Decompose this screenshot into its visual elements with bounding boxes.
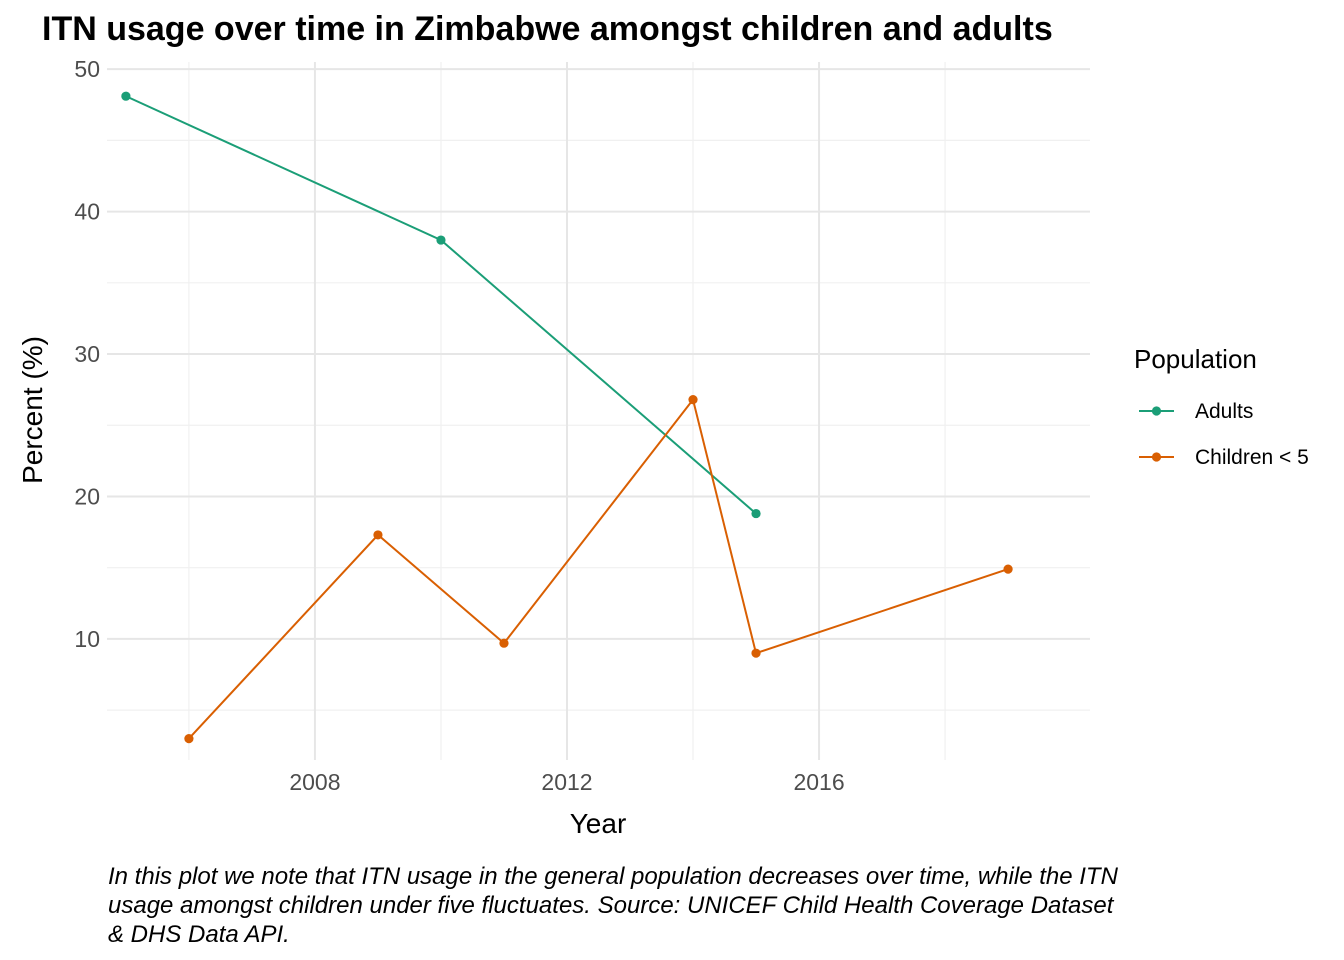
x-tick-label: 2016 — [793, 769, 844, 795]
y-tick-label: 30 — [74, 341, 100, 367]
y-tick-label: 20 — [74, 483, 100, 509]
data-point-adults — [121, 91, 131, 101]
legend-title: Population — [1134, 344, 1257, 374]
y-axis-title: Percent (%) — [17, 336, 48, 484]
data-point-adults — [436, 235, 446, 245]
chart-title: ITN usage over time in Zimbabwe amongst … — [42, 10, 1053, 48]
data-point-children-5 — [499, 638, 509, 648]
data-point-children-5 — [184, 734, 194, 744]
tick-labels: 10 20 30 40 50 2008 2012 2016 — [74, 56, 844, 795]
series-layer — [121, 91, 1013, 744]
legend-label-adults: Adults — [1195, 400, 1253, 423]
y-tick-label: 10 — [74, 626, 100, 652]
series-line-children-5 — [188, 397, 1009, 740]
data-point-adults — [751, 508, 761, 519]
legend-label-children-5: Children < 5 — [1195, 446, 1309, 469]
grid-layer — [107, 62, 1090, 760]
legend: Population Adults Children < 5 — [1134, 344, 1309, 469]
legend-items: Adults Children < 5 — [1139, 400, 1309, 469]
data-point-children-5 — [688, 395, 698, 405]
x-tick-label: 2008 — [289, 769, 340, 795]
chart-caption: In this plot we note that ITN usage in t… — [108, 863, 1118, 948]
y-tick-label: 50 — [74, 56, 100, 82]
y-tick-label: 40 — [74, 199, 100, 225]
legend-key-point-adults — [1151, 406, 1162, 416]
x-axis-title: Year — [570, 808, 627, 839]
data-point-children-5 — [751, 648, 761, 658]
data-point-children-5 — [1003, 564, 1013, 574]
legend-key-point-children-5 — [1151, 452, 1162, 462]
data-point-children-5 — [373, 530, 383, 540]
x-tick-label: 2012 — [541, 769, 592, 795]
